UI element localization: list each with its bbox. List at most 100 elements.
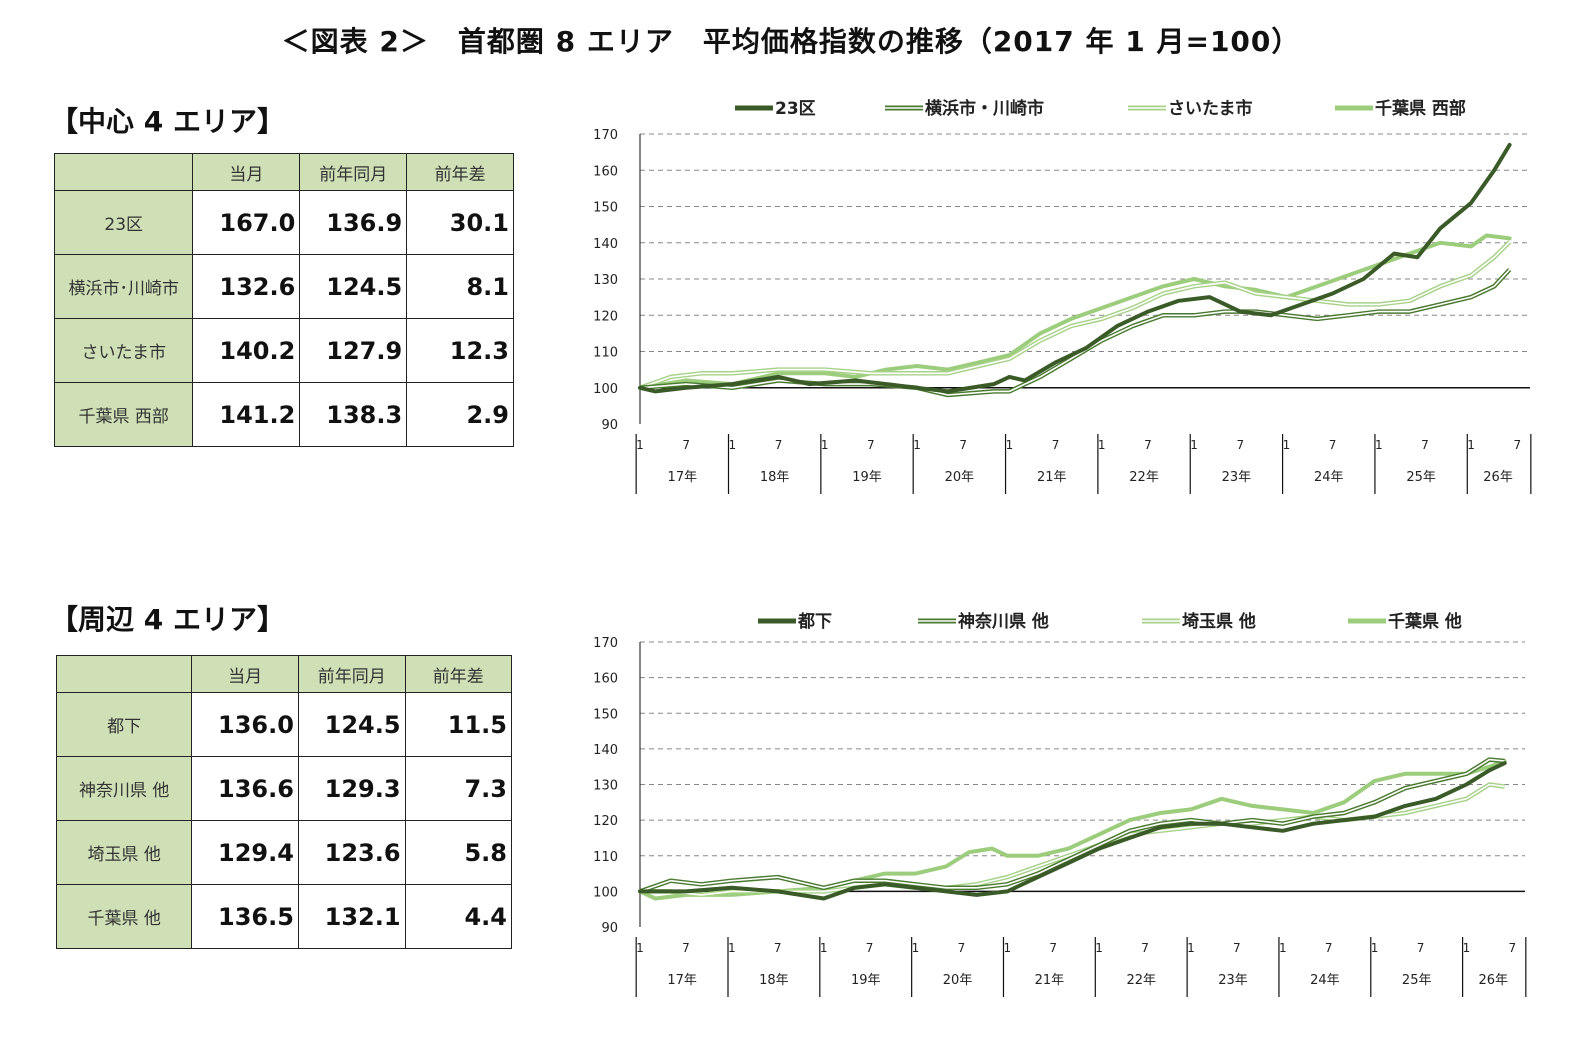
series-line xyxy=(638,233,1512,390)
x-month-tick-label: 1 xyxy=(636,438,644,452)
legend-label: 埼玉県 他 xyxy=(1182,611,1256,632)
x-year-label: 25年 xyxy=(1402,973,1432,988)
x-month-tick-label: 7 xyxy=(1049,941,1057,955)
x-month-tick-label: 7 xyxy=(1513,438,1521,452)
table-header-diff: 前年差 xyxy=(406,153,514,191)
cell-current: 141.2 xyxy=(192,382,301,447)
x-year-label: 17年 xyxy=(668,470,698,485)
x-month-tick-label: 1 xyxy=(1375,438,1383,452)
y-tick-label: 110 xyxy=(593,850,618,865)
x-month-tick-label: 1 xyxy=(821,438,829,452)
cell-last-year: 127.9 xyxy=(299,318,408,383)
x-year-label: 17年 xyxy=(667,973,697,988)
x-year-label: 25年 xyxy=(1406,470,1436,485)
x-month-tick-label: 1 xyxy=(1190,438,1198,452)
cell-last-year: 129.3 xyxy=(297,756,406,821)
cell-diff: 30.1 xyxy=(406,190,514,255)
y-tick-label: 150 xyxy=(593,707,618,722)
x-month-tick-label: 7 xyxy=(682,941,690,955)
series-line xyxy=(638,142,1512,394)
x-month-tick-label: 1 xyxy=(636,941,644,955)
x-year-label: 26年 xyxy=(1483,470,1513,485)
y-tick-label: 160 xyxy=(593,672,618,687)
x-month-tick-label: 1 xyxy=(1279,941,1287,955)
x-year-label: 20年 xyxy=(945,470,975,485)
x-month-tick-label: 1 xyxy=(1467,438,1475,452)
cell-last-year: 124.5 xyxy=(299,254,408,319)
section-heading-outer: 【周辺 4 エリア】 xyxy=(50,603,285,636)
cell-last-year: 136.9 xyxy=(299,190,408,255)
y-tick-label: 140 xyxy=(593,743,618,758)
x-year-label: 19年 xyxy=(852,470,882,485)
x-year-label: 18年 xyxy=(759,973,789,988)
table-row: 都下 136.0 124.5 11.5 xyxy=(55,692,513,757)
table-row: さいたま市 140.2 127.9 12.3 xyxy=(53,318,514,383)
x-year-label: 22年 xyxy=(1129,470,1159,485)
x-month-tick-label: 1 xyxy=(912,941,920,955)
cell-diff: 8.1 xyxy=(406,254,514,319)
row-label: 埼玉県 他 xyxy=(55,820,193,885)
x-year-label: 20年 xyxy=(943,973,973,988)
row-label: さいたま市 xyxy=(53,318,194,383)
y-tick-label: 170 xyxy=(593,128,618,143)
x-month-tick-label: 7 xyxy=(1417,941,1425,955)
x-month-tick-label: 7 xyxy=(1509,941,1517,955)
x-month-tick-label: 1 xyxy=(1006,438,1014,452)
y-tick-label: 160 xyxy=(593,164,618,179)
x-year-label: 24年 xyxy=(1314,470,1344,485)
cell-diff: 2.9 xyxy=(406,382,514,447)
x-month-tick-label: 1 xyxy=(913,438,921,452)
x-month-tick-label: 7 xyxy=(774,941,782,955)
table-header-diff: 前年差 xyxy=(404,655,513,693)
cell-diff: 11.5 xyxy=(404,692,513,757)
table-header-current: 当月 xyxy=(192,153,301,191)
series-line xyxy=(638,759,1507,901)
cell-diff: 5.8 xyxy=(404,820,513,885)
x-month-tick-label: 1 xyxy=(1003,941,1011,955)
y-tick-label: 100 xyxy=(593,885,618,900)
y-tick-label: 140 xyxy=(593,237,618,252)
table-row: 埼玉県 他 129.4 123.6 5.8 xyxy=(55,820,513,885)
y-tick-label: 90 xyxy=(601,921,618,936)
table-header-blank xyxy=(55,655,193,693)
x-month-tick-label: 1 xyxy=(1187,941,1195,955)
x-month-tick-label: 7 xyxy=(1052,438,1060,452)
x-year-label: 22年 xyxy=(1126,973,1156,988)
table-header-last-year: 前年同月 xyxy=(299,153,408,191)
table-row: 23区 167.0 136.9 30.1 xyxy=(53,190,514,255)
x-month-tick-label: 7 xyxy=(958,941,966,955)
y-tick-label: 120 xyxy=(593,309,618,324)
cell-current: 136.5 xyxy=(191,884,299,949)
cell-current: 132.6 xyxy=(192,254,301,319)
y-tick-label: 130 xyxy=(593,779,618,794)
y-tick-label: 130 xyxy=(593,273,618,288)
table-row: 神奈川県 他 136.6 129.3 7.3 xyxy=(55,756,513,821)
x-year-label: 23年 xyxy=(1222,470,1252,485)
center-areas-line-chart: 90 110 120 130 140 150 160 170 100 1 7 17年 1 7 18年 1 7 19… xyxy=(593,98,1532,494)
cell-last-year: 132.1 xyxy=(297,884,406,949)
row-label: 都下 xyxy=(55,692,193,757)
x-month-tick-label: 7 xyxy=(775,438,783,452)
y-tick-label: 100 xyxy=(593,382,618,397)
x-month-tick-label: 7 xyxy=(1233,941,1241,955)
row-label: 千葉県 西部 xyxy=(53,382,194,447)
x-year-label: 23年 xyxy=(1218,973,1248,988)
x-month-tick-label: 7 xyxy=(1144,438,1152,452)
legend-label: 23区 xyxy=(775,99,816,119)
cell-current: 129.4 xyxy=(191,820,299,885)
table-row: 千葉県 西部 141.2 138.3 2.9 xyxy=(53,382,514,447)
outer-areas-table: 当月 前年同月 前年差 都下 136.0 124.5 11.5 神奈川県 他 1… xyxy=(55,655,513,949)
legend-label: 神奈川県 他 xyxy=(958,611,1049,632)
cell-current: 136.0 xyxy=(191,692,299,757)
row-label: 神奈川県 他 xyxy=(55,756,193,821)
x-year-label: 21年 xyxy=(1037,470,1067,485)
legend-label: 千葉県 西部 xyxy=(1375,98,1466,119)
x-month-tick-label: 1 xyxy=(1463,941,1471,955)
y-tick-label: 150 xyxy=(593,201,618,216)
table-header-current: 当月 xyxy=(191,655,299,693)
page-title: ＜図表 2＞ 首都圏 8 エリア 平均価格指数の推移（2017 年 1 月=10… xyxy=(281,25,1301,58)
x-month-tick-label: 7 xyxy=(866,941,874,955)
x-month-tick-label: 7 xyxy=(959,438,967,452)
row-label: 千葉県 他 xyxy=(55,884,193,949)
cell-current: 167.0 xyxy=(192,190,301,255)
